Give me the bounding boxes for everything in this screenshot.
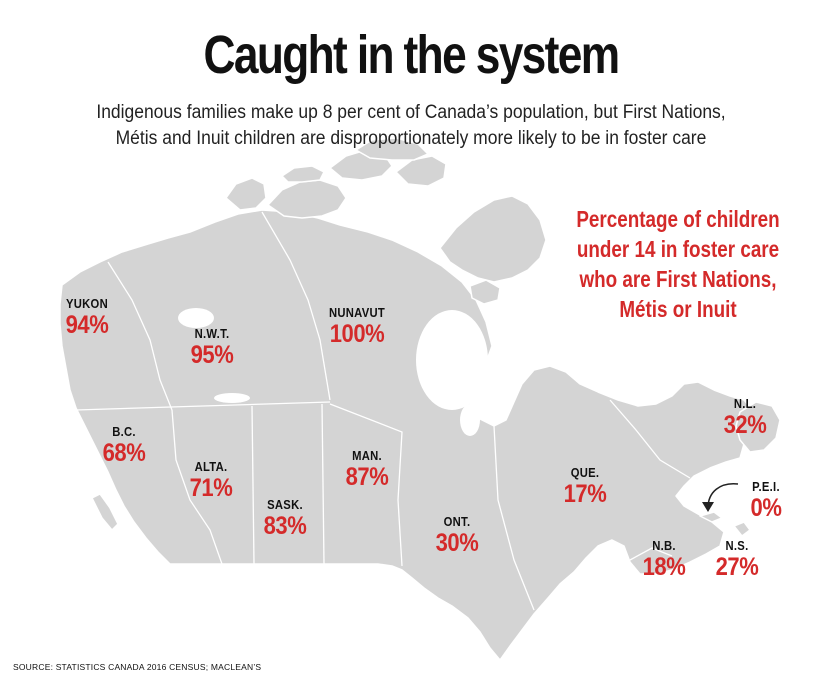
province-label-nwt: N.W.T. 95% (188, 326, 237, 369)
province-name-pei: P.E.I. (752, 480, 780, 494)
great-slave-lake (214, 393, 250, 403)
province-label-nl: N.L. 32% (721, 396, 770, 439)
great-bear-lake (178, 308, 214, 328)
province-label-alta: ALTA. 71% (187, 459, 236, 502)
province-label-bc: B.C. 68% (100, 424, 149, 467)
pei-arrow-head (702, 502, 714, 512)
subtitle-line-2: Métis and Inuit children are disproporti… (115, 128, 707, 149)
island-nfld (735, 401, 781, 453)
subtitle-line-1: Indigenous families make up 8 per cent o… (96, 102, 726, 123)
james-bay (460, 404, 480, 436)
province-value-ont: 30% (435, 529, 479, 557)
border-sask-man (321, 403, 325, 565)
province-value-alta: 71% (189, 474, 233, 502)
island-melville (281, 165, 325, 183)
province-value-ns: 27% (715, 553, 759, 581)
province-label-ns: N.S. 27% (713, 538, 762, 581)
province-name-man: MAN. (352, 449, 382, 463)
border-nwt-nunavut (261, 211, 331, 401)
legend-line-3: who are First Nations, (579, 266, 777, 292)
page-title: Caught in the system (203, 25, 621, 85)
island-vancouver (91, 493, 119, 531)
province-name-bc: B.C. (112, 425, 136, 439)
province-value-bc: 68% (102, 439, 146, 467)
island-baffin (439, 195, 547, 283)
legend-line-4: Métis or Inuit (619, 296, 737, 322)
island-ellesmere (355, 137, 429, 161)
island-southampton (469, 279, 501, 305)
province-name-ont: ONT. (443, 515, 471, 529)
province-value-pei: 0% (750, 494, 782, 522)
hudson-bay (416, 310, 488, 410)
province-value-man: 87% (345, 463, 389, 491)
border-que-nl (609, 399, 691, 479)
province-value-nwt: 95% (190, 341, 234, 369)
province-name-alta: ALTA. (194, 460, 228, 474)
island-pei (699, 511, 723, 523)
border-man-ont (329, 403, 403, 567)
province-name-nwt: N.W.T. (194, 327, 230, 341)
province-name-ns: N.S. (725, 539, 749, 553)
province-value-que: 17% (563, 480, 607, 508)
border-nb-que (629, 547, 673, 561)
border-alta-sask (251, 405, 255, 565)
legend-line-1: Percentage of children (576, 206, 780, 232)
province-label-nunavut: NUNAVUT 100% (326, 305, 388, 348)
source-note: SOURCE: STATISTICS CANADA 2016 CENSUS; M… (13, 662, 262, 672)
province-name-nl: N.L. (733, 397, 757, 411)
province-value-nb: 18% (642, 553, 686, 581)
province-name-sask: SASK. (267, 498, 303, 512)
province-label-ont: ONT. 30% (433, 514, 482, 557)
border-bc-alta (171, 409, 223, 565)
border-60th-parallel (75, 401, 331, 411)
province-label-que: QUE. 17% (561, 465, 610, 508)
subtitle: Indigenous families make up 8 per cent o… (0, 100, 822, 152)
province-value-nunavut: 100% (329, 320, 385, 348)
province-value-yukon: 94% (65, 311, 109, 339)
province-name-nb: N.B. (652, 539, 676, 553)
border-yukon-nwt (107, 261, 173, 411)
province-label-pei: P.E.I. 0% (748, 479, 783, 522)
legend: Percentage of children under 14 in foste… (548, 204, 808, 324)
province-value-sask: 83% (263, 512, 307, 540)
province-label-sask: SASK. 83% (261, 497, 310, 540)
province-name-que: QUE. (570, 466, 600, 480)
province-label-yukon: YUKON 94% (63, 296, 112, 339)
legend-line-2: under 14 in foster care (576, 236, 780, 262)
province-label-man: MAN. 87% (343, 448, 392, 491)
province-value-nl: 32% (723, 411, 767, 439)
province-name-nunavut: NUNAVUT (328, 306, 386, 320)
island-victoria (267, 179, 347, 219)
island-banks (225, 177, 267, 211)
province-name-yukon: YUKON (65, 297, 108, 311)
province-label-nb: N.B. 18% (640, 538, 689, 581)
border-ont-que (493, 425, 535, 611)
island-cape-breton (733, 521, 751, 537)
